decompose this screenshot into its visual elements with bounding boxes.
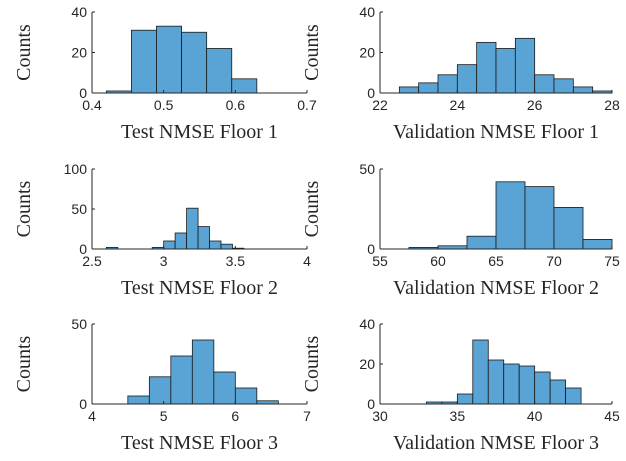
- histogram-bar: [518, 365, 536, 405]
- histogram-bar: [476, 41, 497, 94]
- histogram-panel-6: 30 35 40 45 0 20 40 Validation NMSE Floor 3 Coun…: [301, 316, 620, 454]
- histogram-bar: [174, 232, 187, 250]
- histogram-bar: [206, 48, 233, 94]
- x-tick-label: 0.6: [226, 97, 246, 113]
- x-tick-label: 3: [160, 253, 168, 269]
- x-tick-label: 0.4: [82, 97, 102, 113]
- x-tick-label: 2.5: [82, 253, 102, 269]
- histogram-bar: [170, 355, 193, 405]
- histogram-panel-3: 2.5 3 3.5 4 0 50 100 Test NMSE Floor 2 Counts: [13, 161, 311, 299]
- y-axis-title: Counts: [301, 24, 323, 81]
- x-tick-label: 6: [231, 408, 239, 424]
- x-tick-label: 40: [527, 408, 543, 424]
- x-axis-title: Validation NMSE Floor 3: [393, 432, 599, 454]
- y-tick-label: 0: [367, 396, 375, 412]
- x-tick-label: 35: [450, 408, 466, 424]
- x-tick-label: 3.5: [226, 253, 246, 269]
- y-axis-title: Counts: [301, 180, 323, 237]
- histogram-bar: [213, 371, 236, 405]
- y-axis-title: Counts: [13, 24, 35, 81]
- histogram-bar: [181, 31, 208, 94]
- histogram-bar: [534, 371, 551, 405]
- x-tick-label: 70: [546, 253, 562, 269]
- y-axis-title: Counts: [13, 180, 35, 237]
- x-tick-label: 7: [303, 408, 311, 424]
- x-axis-title: Validation NMSE Floor 1: [393, 121, 599, 143]
- histogram-bar: [191, 339, 215, 405]
- y-axis-title: Counts: [13, 335, 35, 392]
- x-tick-label: 24: [450, 97, 466, 113]
- histogram-bar: [456, 64, 478, 94]
- histogram-bar: [220, 243, 233, 250]
- histogram-bar: [456, 393, 474, 405]
- histogram-bar: [398, 86, 420, 94]
- x-tick-label: 5: [160, 408, 168, 424]
- histogram-bar: [553, 206, 584, 250]
- y-tick-label: 40: [359, 316, 375, 332]
- x-tick-label: 4: [88, 408, 96, 424]
- x-tick-label: 30: [372, 408, 388, 424]
- x-tick-label: 0.7: [297, 97, 317, 113]
- histogram-bar: [524, 186, 555, 250]
- histogram-bar: [495, 48, 516, 94]
- x-axis-title: Test NMSE Floor 2: [121, 277, 278, 299]
- histogram-panel-5: 4 5 6 7 0 50 Test NMSE Floor 3 Counts: [13, 316, 311, 454]
- histogram-bar: [186, 207, 199, 250]
- y-tick-label: 40: [359, 4, 375, 20]
- histogram-panel-1: 0.4 0.5 0.6 0.7 0 20 40 Test NMSE Floor 1 Counts: [13, 4, 317, 143]
- histogram-bar: [472, 339, 489, 405]
- y-tick-label: 0: [367, 85, 375, 101]
- histogram-bar: [131, 29, 157, 94]
- x-tick-label: 4: [303, 253, 311, 269]
- y-tick-label: 0: [79, 85, 87, 101]
- y-tick-label: 20: [359, 45, 375, 61]
- x-tick-label: 55: [372, 253, 388, 269]
- histogram-bar: [503, 363, 520, 405]
- histogram-panel-4: 55 60 65 70 75 0 50 Validation NMSE Floor 2 Coun…: [301, 161, 620, 299]
- histogram-bar: [582, 238, 613, 250]
- x-tick-label: 65: [488, 253, 504, 269]
- histogram-bar: [514, 37, 536, 94]
- x-tick-label: 75: [604, 253, 620, 269]
- histogram-bar: [437, 74, 458, 94]
- x-tick-label: 26: [527, 97, 543, 113]
- histogram-bar: [197, 226, 210, 250]
- x-axis-title: Test NMSE Floor 1: [121, 121, 278, 143]
- x-tick-label: 28: [604, 97, 620, 113]
- histogram-bar: [148, 376, 172, 405]
- histogram-bar: [534, 74, 555, 94]
- histogram-bar: [209, 240, 222, 250]
- histogram-bar: [163, 240, 176, 250]
- y-tick-label: 20: [71, 45, 87, 61]
- y-tick-label: 0: [79, 396, 87, 412]
- histogram-bar: [156, 25, 182, 94]
- y-tick-label: 40: [71, 4, 87, 20]
- histogram-bar: [127, 395, 150, 405]
- y-tick-label: 50: [359, 161, 375, 177]
- y-tick-label: 0: [367, 241, 375, 257]
- y-tick-label: 100: [64, 161, 88, 177]
- histogram-bar: [234, 387, 258, 405]
- x-axis-title: Validation NMSE Floor 2: [393, 277, 599, 299]
- histogram-bar: [495, 181, 526, 250]
- y-axis-title: Counts: [301, 335, 323, 392]
- histogram-bar: [549, 379, 567, 405]
- x-axis-title: Test NMSE Floor 3: [121, 432, 278, 454]
- histogram-bar: [572, 86, 594, 94]
- y-tick-label: 50: [71, 316, 87, 332]
- histogram-bar: [418, 82, 439, 94]
- x-tick-label: 60: [430, 253, 446, 269]
- y-tick-label: 50: [71, 201, 87, 217]
- histogram-bar: [553, 78, 574, 94]
- histogram-bar: [565, 387, 582, 405]
- histogram-bar: [466, 235, 497, 250]
- y-tick-label: 0: [79, 241, 87, 257]
- y-tick-label: 20: [359, 356, 375, 372]
- histogram-panel-2: 22 24 26 28 0 20 40 Validation NMSE Floor 1 Coun…: [301, 4, 620, 143]
- x-tick-label: 45: [604, 408, 620, 424]
- x-tick-label: 0.5: [154, 97, 174, 113]
- histogram-bar: [487, 359, 505, 405]
- x-tick-label: 22: [372, 97, 388, 113]
